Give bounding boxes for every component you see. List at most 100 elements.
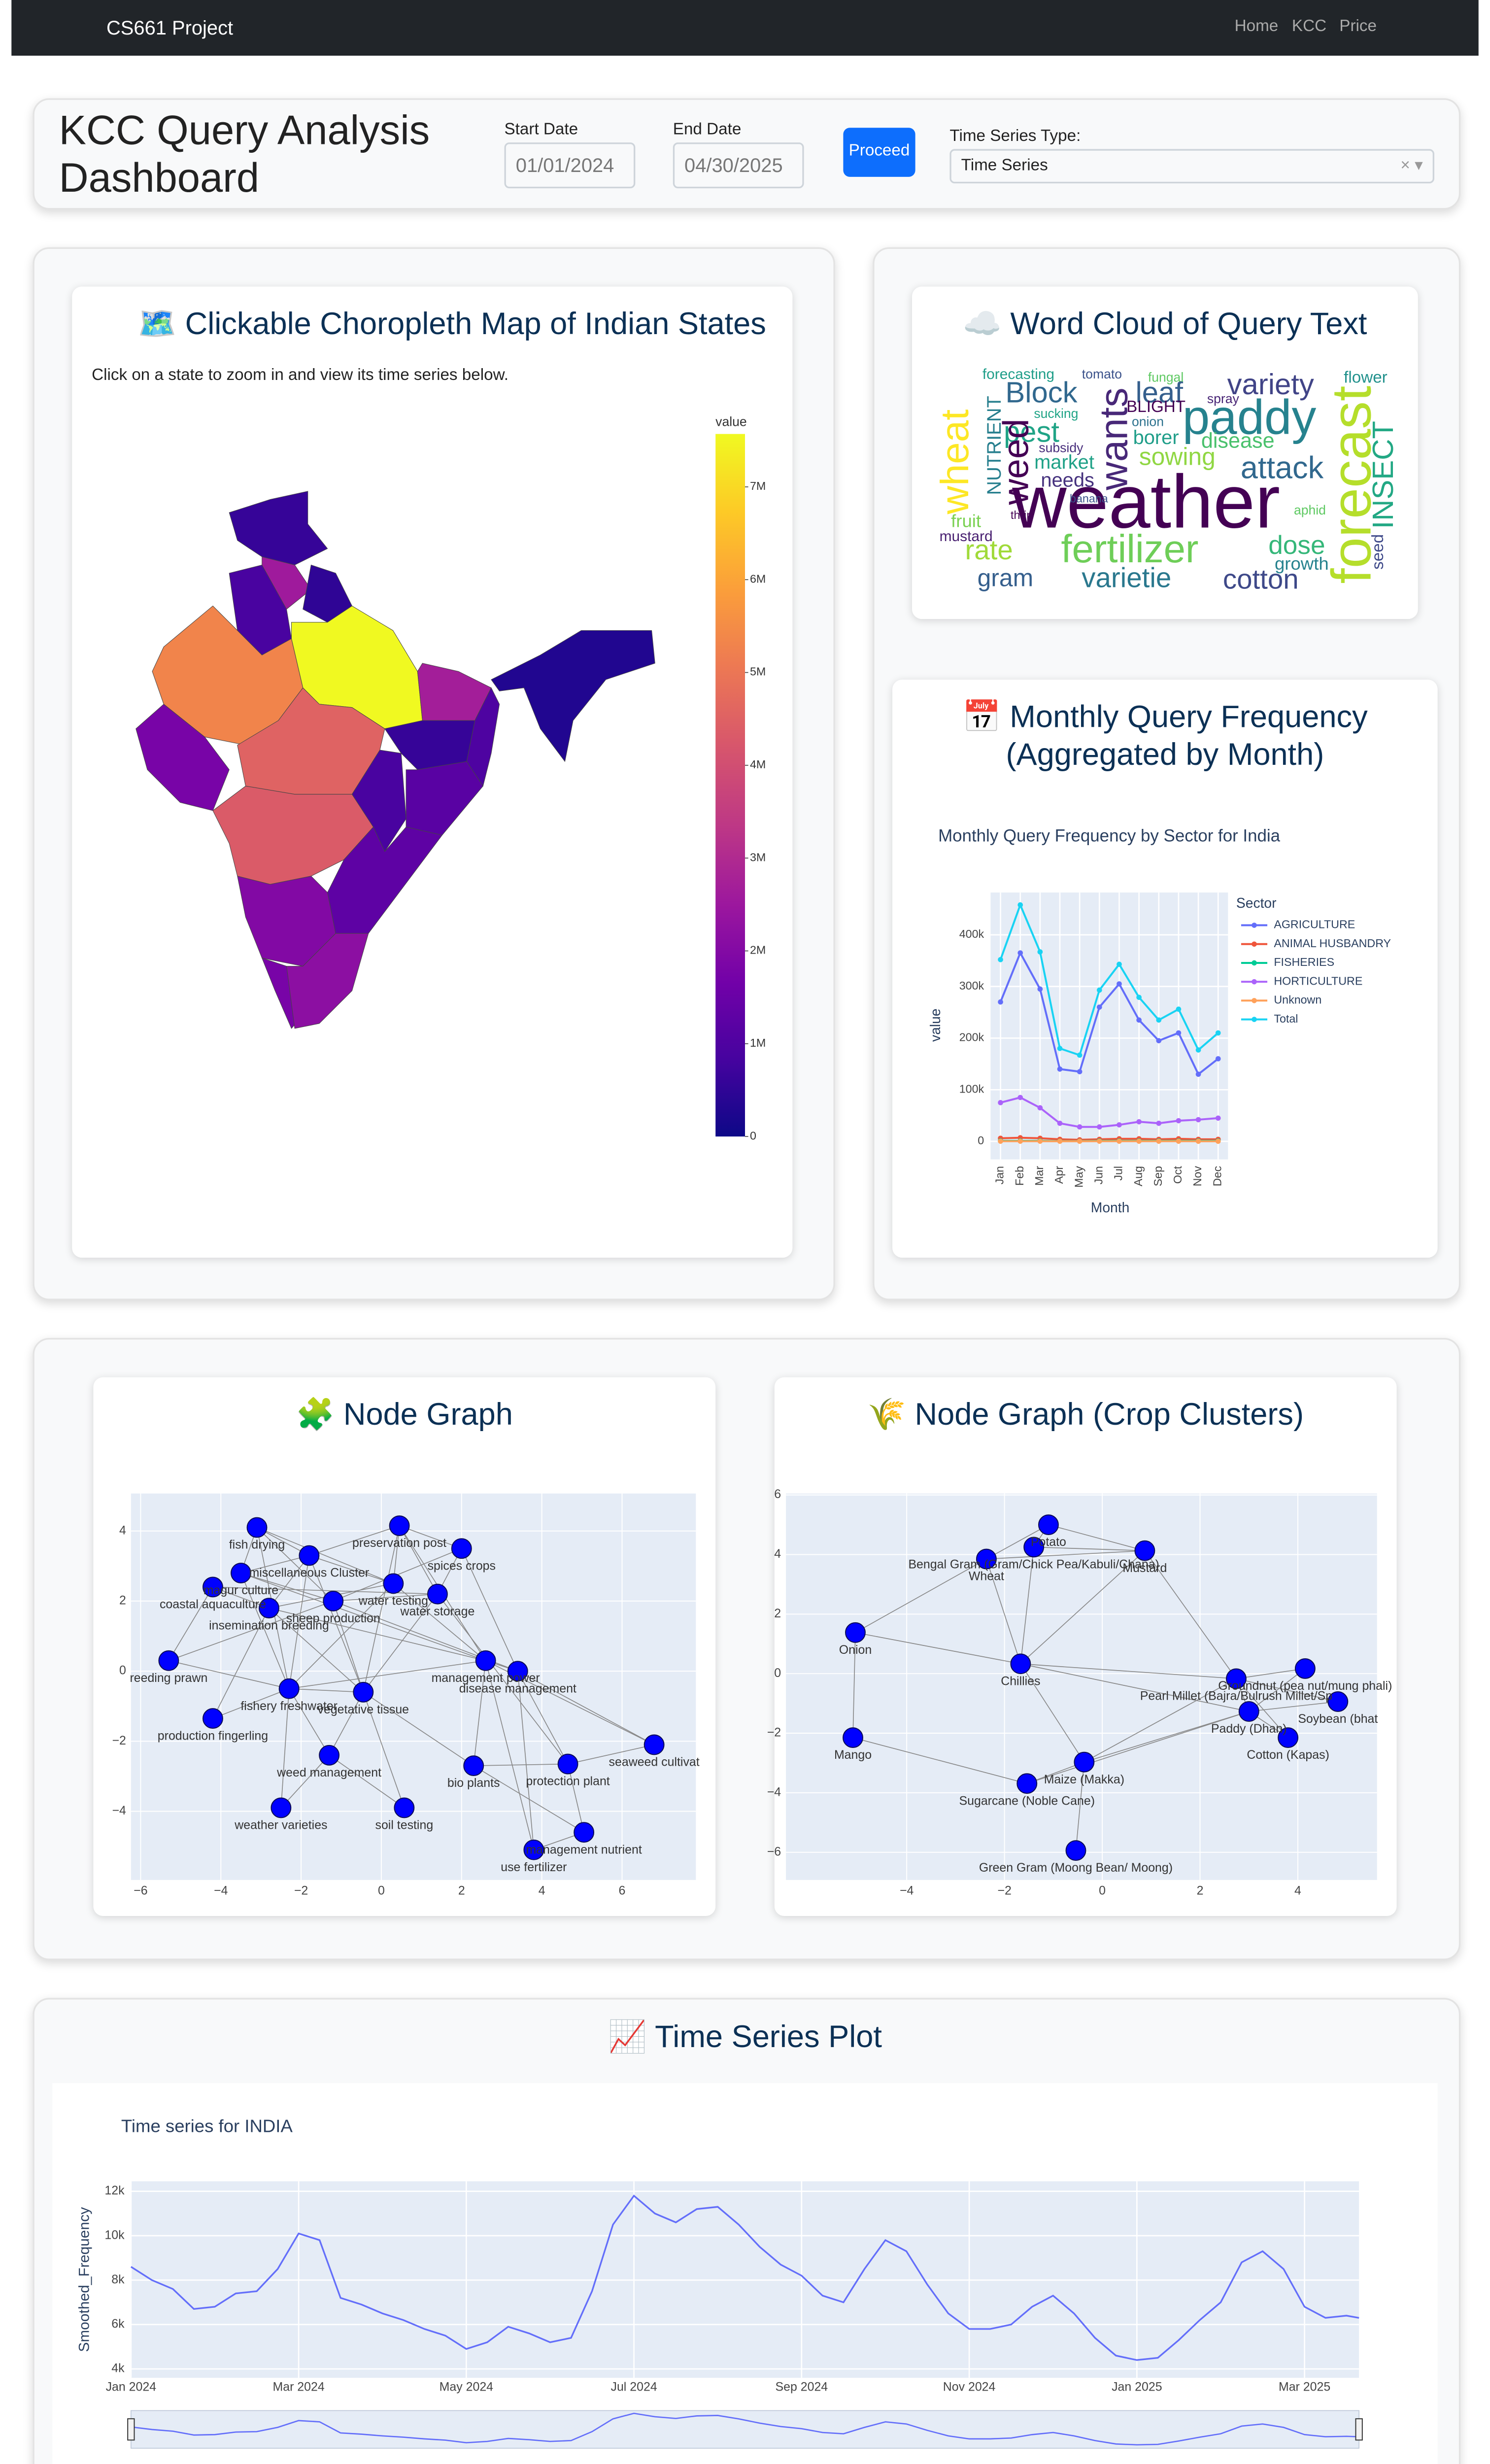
node-label: Groundnut (pea nut/mung phali) [1218,1679,1392,1693]
point [1077,1124,1083,1130]
node-label: Potato [1031,1535,1066,1549]
x-tick-label: Nov [1191,1166,1204,1187]
node[interactable] [1074,1751,1095,1773]
edge [363,1594,438,1693]
node[interactable] [1327,1691,1349,1712]
edge [289,1688,364,1693]
state[interactable] [286,933,369,1029]
start-date[interactable]: 01/01/2024 [504,142,636,189]
edge [393,1583,486,1661]
state[interactable] [406,761,483,836]
node[interactable] [299,1545,320,1566]
node[interactable] [1023,1537,1045,1558]
select-icons[interactable]: × ▾ [1400,157,1423,175]
node[interactable] [203,1576,223,1598]
node[interactable] [1226,1668,1247,1689]
range-handle[interactable] [1355,2418,1363,2441]
nav-link[interactable]: KCC [1291,18,1327,36]
nav-link[interactable]: Home [1234,18,1279,36]
point [1017,902,1023,908]
node-label: sheep production [286,1611,380,1625]
node-label: Paddy (Dhan) [1211,1722,1287,1736]
node[interactable] [643,1734,665,1755]
node[interactable] [1238,1701,1259,1722]
edge [1084,1711,1249,1763]
node[interactable] [463,1755,484,1777]
node[interactable] [451,1538,472,1559]
brand[interactable]: CS661 Project [106,16,234,39]
x-tick-label: Nov 2024 [943,2380,996,2394]
node[interactable] [507,1661,528,1682]
legend-label: Unknown [1274,993,1321,1006]
node[interactable] [231,1563,251,1583]
header-card: KCC Query Analysis Dashboard Start Date … [33,98,1461,210]
node[interactable] [843,1727,863,1748]
y-tick-label: −2 [112,1734,126,1747]
series-line [130,2194,1359,2361]
point [1176,1030,1182,1036]
point [1096,1004,1102,1010]
point [1215,1030,1221,1036]
node[interactable] [246,1517,268,1538]
end-date[interactable]: 04/30/2025 [673,142,804,189]
edge [399,1525,462,1549]
colorbar [715,434,745,1137]
node[interactable] [845,1622,866,1643]
word: fungal [1148,370,1184,385]
node[interactable] [427,1583,448,1605]
node[interactable] [278,1678,300,1699]
node[interactable] [1038,1514,1059,1536]
node-label: soil testing [375,1818,434,1832]
node[interactable] [1134,1540,1155,1561]
node[interactable] [1278,1727,1299,1748]
node[interactable] [319,1745,340,1766]
node[interactable] [1016,1773,1038,1794]
state[interactable] [135,704,230,811]
y-axis-label: Smoothed_Frequency [76,2207,93,2352]
dashboard-title: KCC Query Analysis Dashboard [59,108,430,202]
proceed-button[interactable]: Proceed [843,128,915,177]
legend-marker [1252,1017,1257,1022]
point [1195,1138,1201,1144]
node[interactable] [1010,1653,1031,1675]
edge [240,1555,309,1574]
node[interactable] [394,1797,415,1818]
node[interactable] [523,1839,544,1860]
node[interactable] [203,1708,223,1729]
x-tick-label: Sep [1151,1166,1164,1186]
word: subsidy [1039,441,1084,455]
word: aphid [1294,503,1326,517]
node[interactable] [271,1797,292,1818]
series-line [999,902,1219,1057]
navbar: CS661 Project Home KCC Price [11,0,1479,56]
node[interactable] [323,1590,344,1611]
edge [1236,1678,1288,1738]
node[interactable] [976,1548,997,1570]
edge [986,1524,1049,1560]
word: paddy [1183,390,1317,445]
node[interactable] [353,1681,374,1703]
x-tick-label: Mar 2024 [272,2380,324,2394]
node[interactable] [389,1515,410,1536]
y-axis-label: value [927,1008,943,1042]
node-label: magur culture [203,1583,278,1597]
node[interactable] [574,1822,595,1843]
word: varietie [1082,562,1171,593]
node[interactable] [475,1650,496,1671]
node-label: Bengal Gram (Gram/Chick Pea/Kabuli/Chana… [908,1558,1159,1572]
node[interactable] [1294,1658,1316,1679]
node-label: protection plant [526,1775,610,1788]
state[interactable] [229,491,328,565]
node[interactable] [259,1598,279,1619]
y-tick-label: 8k [111,2272,125,2286]
node-label: Mango [834,1748,872,1762]
nav-link[interactable]: Price [1339,18,1377,36]
range-handle[interactable] [127,2418,135,2441]
type-select[interactable]: Time Series × ▾ [949,149,1435,184]
node[interactable] [383,1573,404,1594]
legend-title: Sector [1236,895,1277,911]
node[interactable] [158,1650,179,1671]
node[interactable] [557,1753,578,1775]
node[interactable] [1065,1840,1086,1861]
state[interactable] [491,630,655,762]
